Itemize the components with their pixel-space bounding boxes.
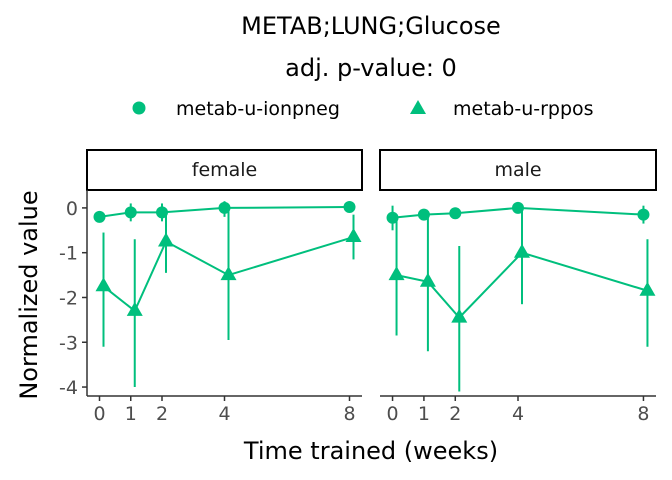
point-male-metab-u-rppos-4 [514, 243, 530, 258]
y-axis-title: Normalized value [15, 190, 43, 399]
x-tick-label-male-0: 0 [386, 403, 398, 425]
legend-label-rppos: metab-u-rppos [453, 98, 594, 120]
point-male-metab-u-rppos-1 [419, 272, 436, 287]
legend-circle-icon [132, 101, 146, 115]
point-female-metab-u-ionpneg-8 [343, 201, 356, 214]
strip-male [379, 149, 657, 191]
x-axis-title: Time trained (weeks) [243, 437, 498, 465]
y-tick-label--4: -4 [59, 377, 78, 399]
x-tick-label-male-4: 4 [512, 403, 524, 425]
chart-subtitle: adj. p-value: 0 [285, 54, 457, 82]
strip-female [86, 149, 363, 191]
chart-title: METAB;LUNG;Glucose [241, 12, 501, 40]
y-tick-label-0: 0 [66, 198, 78, 220]
point-female-metab-u-rppos-0 [95, 277, 112, 292]
x-tick-label-male-1: 1 [418, 403, 430, 425]
legend-triangle-icon [410, 100, 426, 114]
point-male-metab-u-rppos-0 [388, 266, 405, 281]
y-tick-label--2: -2 [59, 287, 78, 309]
point-male-metab-u-rppos-2 [451, 308, 468, 323]
strip-label-male: male [494, 159, 541, 181]
legend-label-ionpneg: metab-u-ionpneg [176, 98, 340, 120]
point-female-metab-u-ionpneg-1 [124, 206, 137, 219]
point-male-metab-u-ionpneg-2 [449, 207, 462, 220]
point-male-metab-u-ionpneg-8 [637, 208, 650, 221]
x-tick-label-female-4: 4 [218, 403, 230, 425]
point-female-metab-u-rppos-1 [126, 301, 143, 316]
y-tick-label--3: -3 [59, 332, 78, 354]
x-tick-label-male-8: 8 [637, 403, 649, 425]
point-male-metab-u-rppos-8 [639, 281, 656, 296]
x-tick-label-female-2: 2 [156, 403, 168, 425]
x-tick-label-female-8: 8 [343, 403, 355, 425]
x-tick-label-female-0: 0 [93, 403, 105, 425]
panel-strips: female male [86, 149, 657, 191]
legend: metab-u-ionpneg metab-u-rppos [132, 98, 594, 120]
point-female-metab-u-ionpneg-0 [93, 210, 106, 223]
strip-label-female: female [192, 159, 258, 181]
y-tick-label--1: -1 [59, 243, 78, 265]
plot-layer: 0 1 2 4 80-1-2-3-40 1 2 4 8 [59, 190, 656, 425]
x-tick-label-female-1: 1 [125, 403, 137, 425]
point-female-metab-u-rppos-8 [345, 228, 362, 243]
point-female-metab-u-rppos-2 [158, 232, 174, 247]
point-female-metab-u-rppos-4 [220, 266, 237, 281]
x-tick-label-male-2: 2 [449, 403, 461, 425]
